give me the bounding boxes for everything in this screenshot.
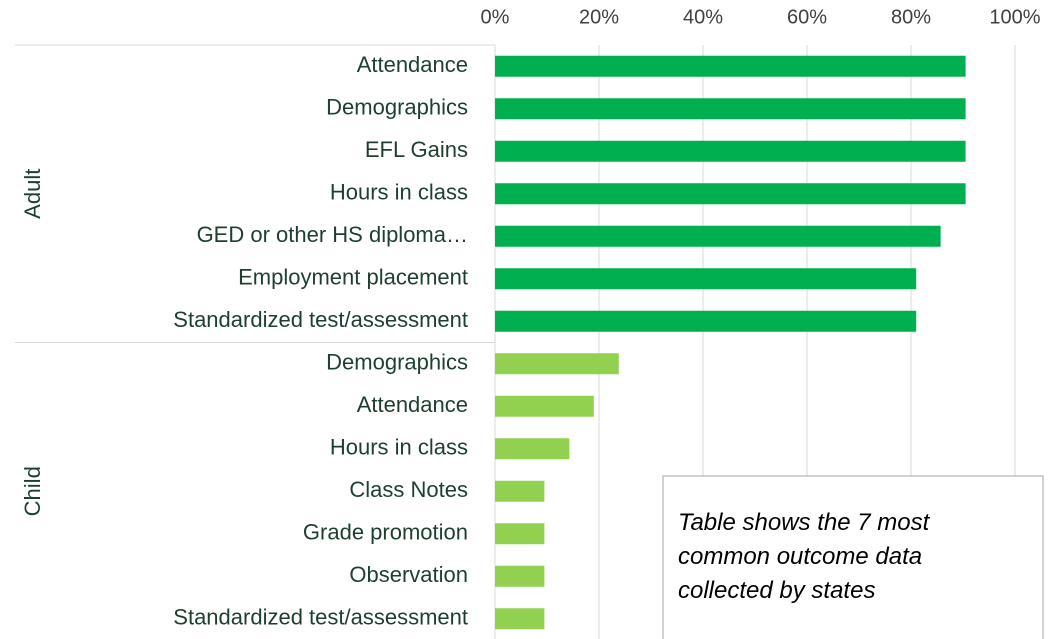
annotation: collected by states [678, 577, 875, 604]
bar [495, 183, 966, 205]
bar [495, 438, 570, 460]
y-tick-label: Observation [349, 562, 468, 587]
x-tick-label: 80% [891, 6, 931, 28]
y-tick-label: Demographics [326, 350, 468, 375]
bar [495, 225, 941, 247]
y-tick-label: Hours in class [330, 435, 468, 460]
bar [495, 98, 966, 120]
y-tick-label: GED or other HS diploma… [197, 222, 468, 247]
bar [495, 480, 545, 502]
y-tick-label: Attendance [357, 52, 468, 77]
x-tick-label: 100% [989, 6, 1040, 28]
group-label: Adult [20, 169, 45, 219]
y-tick-label: Attendance [357, 392, 468, 417]
bar [495, 523, 545, 545]
bar [495, 608, 545, 630]
x-tick-label: 40% [683, 6, 723, 28]
y-tick-label: Demographics [326, 95, 468, 120]
y-tick-label: EFL Gains [365, 137, 468, 162]
bar [495, 55, 966, 77]
x-tick-label: 60% [787, 6, 827, 28]
y-tick-label: Grade promotion [303, 520, 468, 545]
y-tick-label: Standardized test/assessment [173, 605, 468, 630]
bar [495, 353, 619, 375]
y-tick-label: Class Notes [349, 477, 468, 502]
x-tick-label: 0% [481, 6, 510, 28]
bar [495, 310, 917, 332]
x-tick-label: 20% [579, 6, 619, 28]
annotation-box [662, 475, 1044, 639]
y-tick-label: Standardized test/assessment [173, 307, 468, 332]
bar [495, 268, 917, 290]
bar [495, 395, 594, 417]
bar [495, 140, 966, 162]
y-tick-label: Hours in class [330, 180, 468, 205]
annotation: Table shows the 7 most [678, 509, 931, 536]
bar [495, 565, 545, 587]
y-tick-label: Employment placement [238, 265, 468, 290]
group-label: Child [20, 466, 45, 516]
annotation: common outcome data [678, 543, 922, 570]
